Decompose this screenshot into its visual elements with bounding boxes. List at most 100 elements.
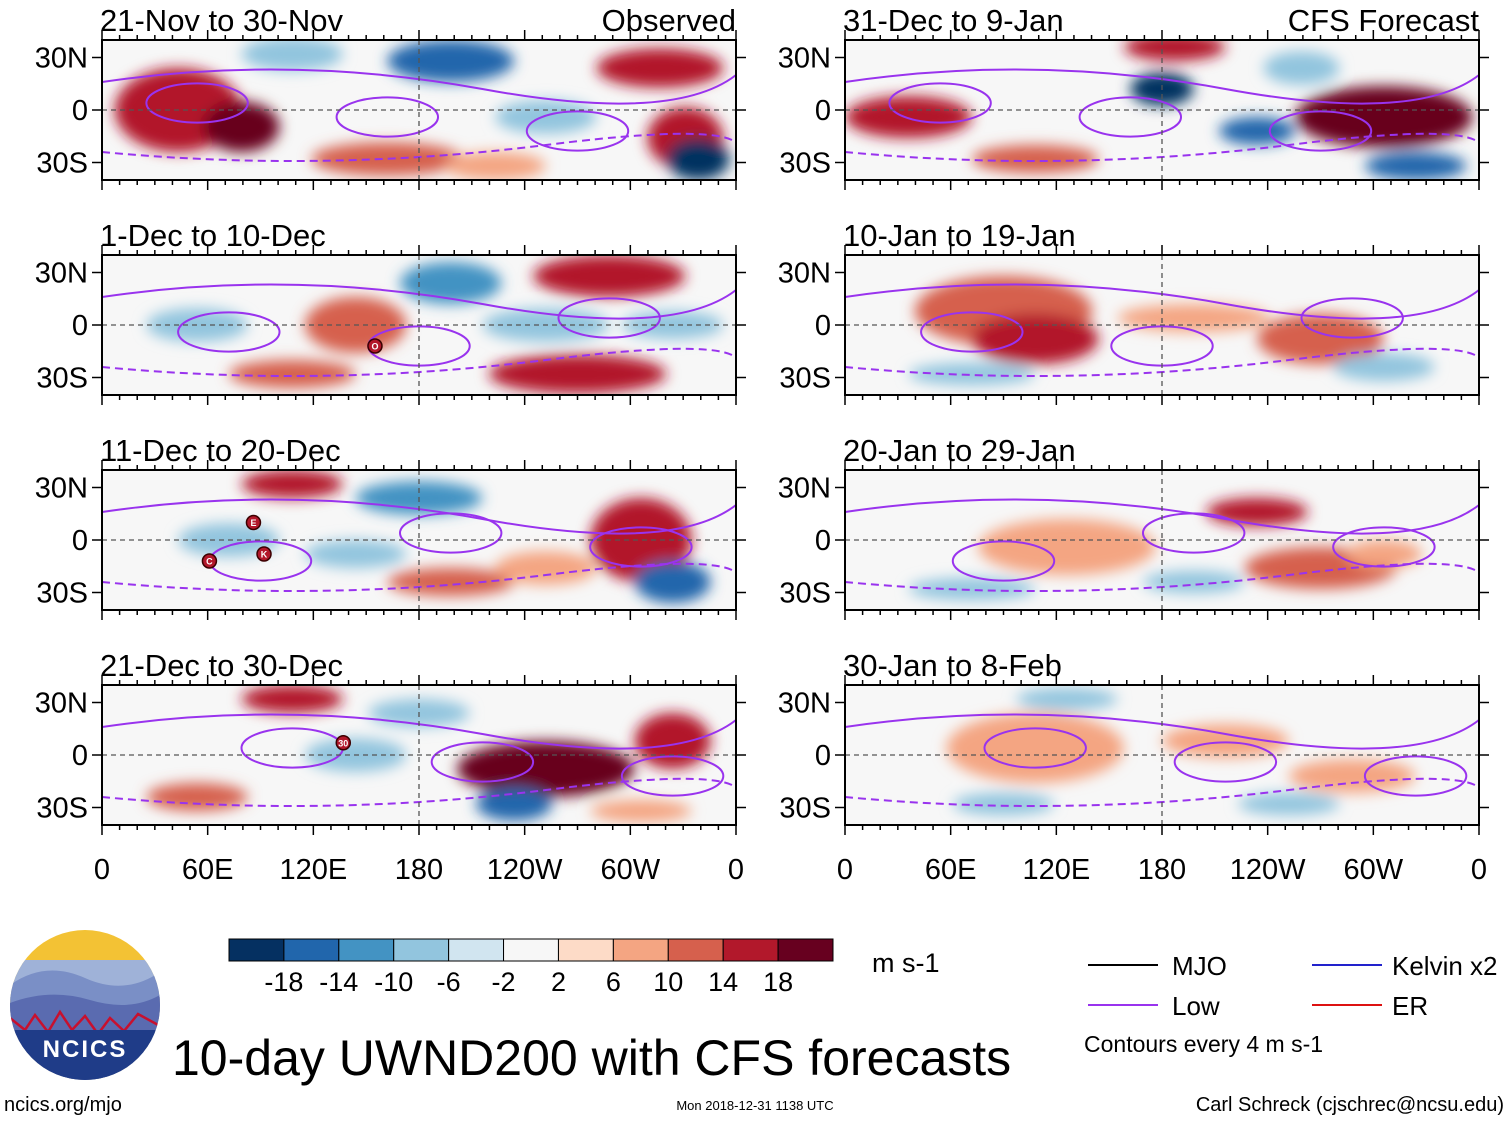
anomaly-blob [596, 48, 724, 88]
anomaly-blob [311, 142, 464, 176]
x-tick-label: 0 [728, 854, 744, 886]
colorbar-label: 2 [551, 967, 566, 997]
colorbar-swatch [393, 938, 450, 962]
anomaly-blob [978, 519, 1156, 575]
anomaly-field [845, 40, 1473, 180]
y-tick-label: 0 [815, 740, 831, 772]
colorbar-label: 10 [653, 967, 683, 997]
y-tick-label: 30S [36, 363, 88, 395]
cyclone-label: 30 [338, 738, 348, 748]
anomaly-field [114, 40, 730, 180]
colorbar-label: 14 [708, 967, 738, 997]
anomaly-blob [1333, 353, 1435, 381]
x-tick-label: 120W [487, 854, 563, 886]
panel-1-0: 30N 0 30S 31-Dec to 9-Jan CFS Forecast [778, 3, 1489, 190]
cyclone-label: K [261, 550, 268, 560]
contour [1363, 755, 1468, 797]
contour-dashed [102, 777, 736, 807]
contour-dashed [102, 562, 736, 592]
cyclone-label: E [250, 518, 256, 528]
colorbar-swatch [612, 938, 669, 962]
contour-lines [845, 498, 1479, 592]
colorbar-swatch [283, 938, 340, 962]
panel-title: 1-Dec to 10-Dec [100, 218, 326, 253]
anomaly-blob [1263, 51, 1340, 85]
colorbar-label: -18 [264, 967, 303, 997]
panel-title: 11-Dec to 20-Dec [100, 433, 341, 468]
anomaly-blob [590, 799, 692, 823]
colorbar-label: -10 [374, 967, 413, 997]
colorbar-label: 6 [606, 967, 621, 997]
contour [430, 741, 535, 783]
anomaly-blob [1345, 540, 1422, 568]
x-tick-label: 180 [395, 854, 443, 886]
x-tick-label: 120E [279, 854, 347, 886]
panel-0-0: 30N 0 30S 21-Nov to 30-Nov Observed [35, 3, 746, 190]
y-tick-label: 30N [778, 473, 831, 505]
y-tick-label: 30S [36, 578, 88, 610]
contour [951, 540, 1056, 582]
contour-dashed [845, 777, 1479, 807]
anomaly-blob [228, 360, 356, 388]
contour [983, 727, 1087, 769]
y-tick-label: 0 [72, 310, 88, 342]
legend-label-mjo: MJO [1172, 951, 1227, 981]
contour [102, 68, 736, 105]
anomaly-blob [1016, 687, 1118, 711]
x-tick-label: 60E [182, 854, 234, 886]
y-tick-label: 30S [779, 578, 831, 610]
cyclone-marker [201, 553, 218, 569]
contour [845, 713, 1479, 750]
contour [525, 110, 630, 152]
colorbar-swatch [448, 938, 505, 962]
contour-lines [845, 283, 1479, 377]
cyclone-marker [245, 514, 262, 531]
y-tick-label: 30N [35, 473, 88, 505]
contour [1268, 110, 1373, 152]
y-tick-label: 30N [35, 43, 88, 75]
y-tick-label: 0 [72, 95, 88, 127]
contour [102, 498, 736, 535]
legend-label-kelvin: Kelvin x2 [1392, 951, 1498, 981]
colorbar-label: 18 [763, 967, 793, 997]
panel-title: 21-Dec to 30-Dec [100, 648, 343, 683]
contour-lines [845, 713, 1479, 807]
anomaly-field [908, 276, 1435, 386]
anomaly-blob [908, 577, 1036, 601]
legend-label-er: ER [1392, 991, 1428, 1021]
anomaly-blob [1257, 313, 1384, 365]
x-tick-label: 60W [601, 854, 661, 886]
panel-1-2: 30N 0 30S 20-Jan to 29-Jan [778, 433, 1489, 620]
contour-dashed [845, 132, 1479, 162]
x-tick-label: 120E [1022, 854, 1090, 886]
y-tick-label: 30S [36, 148, 88, 180]
anomaly-blob [971, 313, 1099, 365]
anomaly-blob [533, 255, 686, 297]
figure-title: 10-day UWND200 with CFS forecasts [172, 1030, 1011, 1086]
colorbar-swatch [557, 938, 614, 962]
anomaly-blob [488, 354, 667, 394]
contour-lines [102, 498, 736, 592]
anomaly-blob [1219, 117, 1296, 145]
anomaly-blob [1206, 498, 1308, 526]
anomaly-blob [387, 568, 515, 596]
anomaly-blob [666, 138, 730, 180]
contour [1173, 741, 1278, 783]
panel-0-2: 30N 0 30S E C K 11-Dec to 20-Dec [35, 433, 746, 620]
anomaly-blob [146, 308, 248, 342]
contour [145, 82, 249, 124]
anomaly-blob [387, 40, 515, 82]
contour [1078, 96, 1183, 138]
anomaly-blob [1364, 152, 1467, 180]
contour [102, 283, 736, 320]
anomaly-blob [946, 713, 1124, 783]
colorbar-swatch [777, 938, 834, 962]
anomaly-blob [241, 40, 343, 71]
cyclone-marker [367, 338, 383, 354]
colorbar-label: -14 [319, 967, 358, 997]
contour [177, 311, 281, 353]
contour [620, 755, 725, 797]
anomaly-blob [399, 262, 502, 304]
